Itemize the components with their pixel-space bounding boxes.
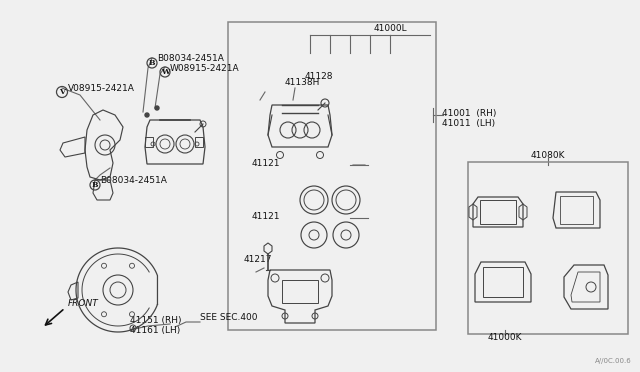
Text: 41000L: 41000L xyxy=(373,23,407,32)
Text: 41151 (RH): 41151 (RH) xyxy=(130,315,182,324)
Text: 41121: 41121 xyxy=(252,158,280,167)
Bar xyxy=(195,137,203,147)
Bar xyxy=(468,162,628,334)
Circle shape xyxy=(145,113,149,117)
Text: W: W xyxy=(161,68,170,76)
Text: 41161 (LH): 41161 (LH) xyxy=(130,326,180,334)
Text: 41001  (RH): 41001 (RH) xyxy=(442,109,497,118)
Bar xyxy=(145,137,153,147)
Text: 41128: 41128 xyxy=(305,71,333,80)
Text: B: B xyxy=(148,59,156,67)
Text: A//0C.00.6: A//0C.00.6 xyxy=(595,358,632,364)
Bar xyxy=(228,22,436,330)
Text: V: V xyxy=(59,88,65,96)
Text: FRONT: FRONT xyxy=(68,299,99,308)
Text: 41217: 41217 xyxy=(244,256,273,264)
Text: B: B xyxy=(92,181,99,189)
Text: 41121: 41121 xyxy=(252,212,280,221)
Text: SEE SEC.400: SEE SEC.400 xyxy=(200,314,257,323)
Text: W08915-2421A: W08915-2421A xyxy=(170,64,239,73)
Circle shape xyxy=(155,106,159,110)
Text: 41080K: 41080K xyxy=(531,151,565,160)
Text: B08034-2451A: B08034-2451A xyxy=(157,54,224,62)
Text: V08915-2421A: V08915-2421A xyxy=(68,83,135,93)
Text: 41011  (LH): 41011 (LH) xyxy=(442,119,495,128)
Text: B08034-2451A: B08034-2451A xyxy=(100,176,167,185)
Text: 41138H: 41138H xyxy=(285,77,321,87)
Text: 41000K: 41000K xyxy=(488,334,522,343)
